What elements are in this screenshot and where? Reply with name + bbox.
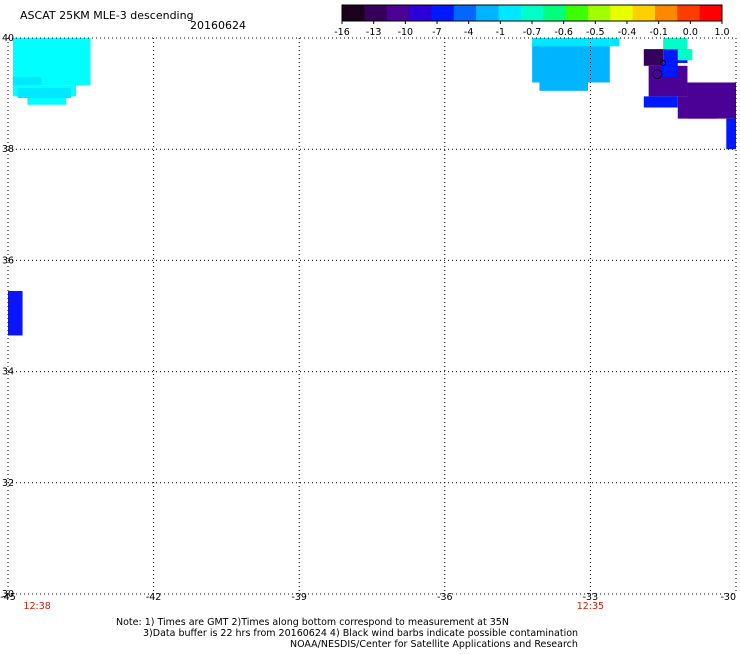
longitude-label: -30 — [720, 592, 736, 603]
product-title: ASCAT 25KM MLE-3 descending — [20, 9, 194, 22]
colorbar-swatch — [409, 5, 432, 21]
swath-cell — [663, 38, 688, 50]
swath-cell — [532, 38, 610, 47]
colorbar-label: -0.6 — [554, 27, 573, 38]
colorbar-label: -7 — [432, 27, 441, 38]
swath-cell — [726, 118, 736, 150]
longitude-label: -36 — [437, 592, 453, 603]
swath-cell — [12, 76, 42, 86]
longitude-label: -33 — [583, 592, 599, 603]
colorbar-swatch — [654, 5, 678, 21]
contamination-marks — [652, 60, 667, 80]
swath-cell — [8, 290, 23, 336]
colorbar-swatch — [453, 5, 477, 21]
longitude-label: -45 — [0, 592, 16, 603]
colorbar: -16 -13 -10 -7 -4 -1 -0.7 -0.6 -0.5 -0.4 -0.1 0.0 1.… — [334, 4, 730, 38]
colorbar-swatch — [342, 5, 365, 21]
colorbar-swatch — [565, 5, 589, 21]
note-line-2: 3)Data buffer is 22 hrs from 20160624 4)… — [143, 628, 578, 639]
latitude-label: 40 — [2, 33, 14, 44]
colorbar-label: -16 — [334, 27, 350, 38]
swath-cell — [643, 96, 678, 108]
colorbar-label: 0.0 — [683, 27, 698, 38]
colorbar-swatch — [431, 5, 455, 21]
colorbar-swatch — [632, 5, 656, 21]
colorbar-label: -0.7 — [523, 27, 542, 38]
colorbar-swatch — [699, 5, 723, 21]
swath-cell — [532, 43, 610, 83]
swath-cell — [643, 49, 664, 66]
colorbar-label: -0.5 — [586, 27, 605, 38]
colorbar-label: -10 — [398, 27, 414, 38]
time-label: 12:35 — [577, 601, 604, 612]
colorbar-swatch — [476, 5, 499, 21]
colorbar-label: -1 — [496, 27, 505, 38]
colorbar-label: 1.0 — [714, 27, 729, 38]
latitude-label: 34 — [2, 367, 14, 378]
colorbar-swatch — [610, 5, 634, 21]
swath-cell — [677, 96, 717, 119]
note-line-1: Note: 1) Times are GMT 2)Times along bot… — [116, 617, 509, 628]
longitude-label: -39 — [291, 592, 307, 603]
swath-cell — [677, 49, 693, 61]
colorbar-swatch — [543, 5, 567, 21]
credit-line: NOAA/NESDIS/Center for Satellite Applica… — [290, 639, 578, 650]
contamination-circle — [660, 60, 667, 67]
colorbar-swatch — [364, 5, 388, 21]
swath-cell — [27, 96, 67, 105]
colorbar-swatch — [386, 5, 410, 21]
colorbar-label: -0.4 — [618, 27, 637, 38]
swath-cell — [17, 88, 72, 99]
swath-cell — [660, 63, 678, 77]
latitude-label: 36 — [2, 255, 14, 266]
latitude-labels: 40 38 36 34 32 30 — [2, 33, 14, 600]
latitude-label: 38 — [2, 144, 14, 155]
longitude-labels: -45 -42 -39 -36 -33 -30 — [0, 592, 736, 603]
latitude-label: 32 — [2, 478, 14, 489]
colorbar-label: -4 — [464, 27, 473, 38]
colorbar-label: -0.1 — [649, 27, 668, 38]
swath-cell — [609, 38, 620, 47]
time-labels: 12:38 12:35 — [23, 601, 604, 612]
colorbar-swatch — [498, 5, 522, 21]
lat-lon-grid — [7, 37, 737, 595]
latitude-label: 30 — [2, 589, 14, 600]
wind-swaths — [8, 38, 736, 336]
swath-cell — [539, 82, 588, 91]
contamination-circle — [652, 69, 663, 80]
time-label: 12:38 — [23, 601, 50, 612]
colorbar-swatch — [587, 5, 611, 21]
product-date: 20160624 — [190, 19, 246, 32]
colorbar-label: -13 — [366, 27, 382, 38]
colorbar-swatch — [677, 5, 701, 21]
longitude-label: -42 — [146, 592, 162, 603]
colorbar-swatch — [520, 5, 544, 21]
